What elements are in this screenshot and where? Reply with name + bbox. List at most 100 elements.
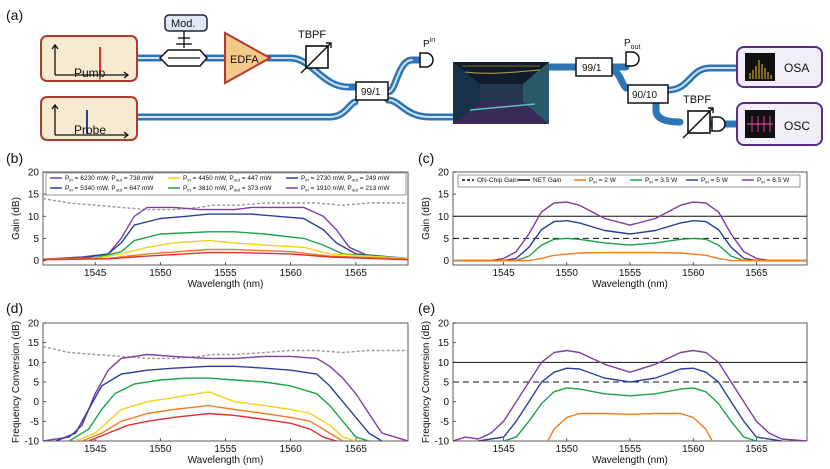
legend-label: Pin = 5 W [701, 177, 729, 185]
y-tick-label: 0 [33, 397, 39, 408]
chart-c-gain-sim: 1545 1550 1555 1560 1565 0 5 10 15 20 Wavelength (… [421, 168, 808, 290]
osa-instrument: OSA [736, 46, 823, 88]
legend-text: = 6.5 W [765, 177, 790, 184]
series-line-2 [453, 237, 807, 262]
legend-subscript: in [305, 178, 309, 183]
chart-b-gain: 1545 1550 1555 1560 1565 0 5 10 15 20 Wavelength (… [11, 168, 409, 290]
x-tick-label: 1555 [619, 268, 642, 279]
legend: ON-Chip Gain NET Gain Pin = 2 W Pin = 3.5 W… [457, 174, 801, 188]
series-line-6 [88, 412, 337, 441]
legend-text: = 5340 mW, P [73, 185, 116, 192]
split3-label: 90/10 [632, 90, 657, 101]
legend-text: P [65, 175, 69, 182]
legend-text: = 447 mW [240, 175, 272, 182]
legend-subscript: out [234, 178, 241, 183]
series-line-3 [547, 412, 713, 441]
legend-subscript: in [69, 178, 73, 183]
plot-frame [452, 171, 808, 266]
legend-text: = 213 mW [358, 185, 390, 192]
legend-label: NET Gain [533, 177, 562, 184]
series-line-1 [453, 219, 807, 262]
legend-item: Pin = 2730 mW, Pout = 249 mW [286, 175, 390, 183]
y-tick-label: -5 [30, 417, 39, 428]
x-tick-label: 1565 [345, 268, 368, 279]
x-tick-label: 1555 [619, 444, 642, 455]
legend-subscript: in [649, 180, 653, 185]
legend-text: = 647 mW [122, 185, 154, 192]
y-tick-label: 0 [33, 256, 39, 267]
legend-subscript: out [116, 188, 123, 193]
x-tick-label: 1565 [345, 444, 368, 455]
chip-image [453, 62, 549, 124]
legend-label: Pin = 4450 mW, Pout = 447 mW [183, 175, 272, 183]
splitter-99-1-b: 99/1 [575, 57, 613, 77]
series-line-2 [43, 213, 408, 260]
x-axis-label: Wavelength (nm) [592, 455, 668, 466]
y-tick-label: -5 [440, 417, 449, 428]
probe-source: Probe [40, 96, 138, 141]
legend-text: P [701, 177, 705, 184]
panel-e-label: (e) [418, 300, 435, 316]
x-tick-label: 1560 [280, 444, 303, 455]
x-tick-label: 1550 [149, 444, 172, 455]
legend-text: P [183, 185, 187, 192]
splitter-99-1-a: 99/1 [355, 81, 389, 101]
legend-subscript: in [187, 188, 191, 193]
x-tick-label: 1560 [682, 444, 705, 455]
series-line-5 [81, 404, 344, 441]
series-line-3 [453, 251, 807, 262]
legend-label: Pin = 2730 mW, Pout = 249 mW [301, 175, 390, 183]
legend-text: = 3810 mW, P [191, 185, 234, 192]
legend-label: Pin = 6.5 W [757, 177, 790, 185]
x-tick-label: 1545 [84, 444, 107, 455]
legend-label: Pin = 3.5 W [645, 177, 678, 185]
y-tick-label: 15 [28, 338, 40, 349]
y-tick-label: 0 [443, 397, 449, 408]
x-tick-label: 1555 [214, 444, 237, 455]
x-tick-label: 1545 [84, 268, 107, 279]
panel-a-schematic: (a) [6, 7, 823, 146]
x-tick-label: 1560 [280, 268, 303, 279]
series-line-6 [43, 251, 408, 261]
legend-text: P [65, 185, 69, 192]
legend-text: = 2 W [597, 177, 617, 184]
y-tick-label: 20 [438, 168, 450, 179]
splitter-90-10: 90/10 [627, 84, 669, 104]
panel-c-label: (c) [418, 150, 434, 166]
legend-subscript: in [187, 178, 191, 183]
plot-area [43, 345, 408, 441]
x-tick-label: 1550 [149, 268, 172, 279]
y-tick-label: 20 [28, 319, 40, 330]
osc-label: OSC [784, 119, 810, 133]
panel-b-label: (b) [6, 150, 23, 166]
split2-label: 99/1 [582, 63, 602, 74]
series-line-0 [43, 345, 408, 360]
y-tick-label: 5 [33, 378, 39, 389]
legend-subscript: out [352, 188, 359, 193]
series-line-2 [503, 387, 757, 441]
panel-a-label: (a) [6, 7, 23, 23]
y-tick-label: 5 [33, 234, 39, 245]
y-tick-label: 20 [438, 319, 450, 330]
plot-frame [42, 322, 409, 442]
y-axis-label: Gain (dB) [421, 197, 432, 240]
x-tick-label: 1565 [745, 268, 768, 279]
y-tick-label: 5 [443, 378, 449, 389]
legend-label: ON-Chip Gain [477, 177, 518, 184]
svg-text:Pout: Pout [624, 38, 640, 51]
y-tick-label: 10 [28, 358, 40, 369]
legend-item: Pin = 3810 mW, Pout = 373 mW [168, 185, 272, 193]
series-line-4 [75, 391, 357, 441]
chart-e-conversion-sim: 1545 1550 1555 1560 1565 -10 -5 0 5 10 15 20 Wavelen… [421, 319, 808, 466]
x-tick-label: 1565 [745, 444, 768, 455]
legend-text: = 2730 mW, P [309, 175, 352, 182]
tbpf-filter-1: TBPF [298, 29, 332, 74]
pump-label: Pump [74, 66, 106, 80]
x-tick-label: 1550 [556, 444, 579, 455]
pin-label: P [423, 39, 430, 50]
legend-item: NET Gain [518, 177, 562, 184]
pin-sub: in [430, 37, 436, 44]
legend-text: P [757, 177, 761, 184]
series-line-1 [43, 206, 408, 260]
